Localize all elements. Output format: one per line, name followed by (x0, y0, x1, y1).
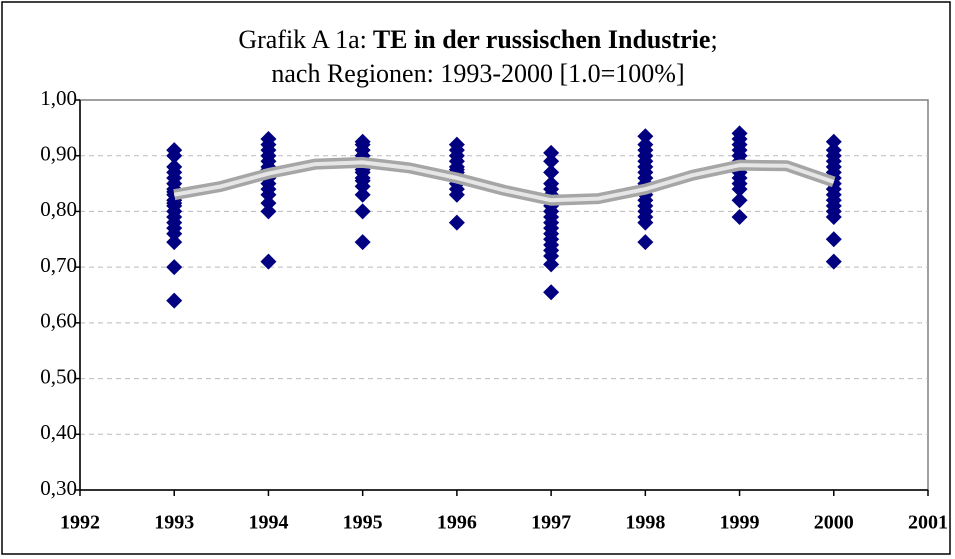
point (825, 231, 842, 248)
trend-line-highlight (173, 160, 835, 203)
y-tick-label: 0,60 (40, 309, 77, 333)
point (731, 125, 748, 142)
point (448, 136, 465, 153)
point (543, 284, 560, 301)
point (543, 153, 560, 170)
point (731, 209, 748, 225)
x-tick-label: 2000 (814, 512, 854, 534)
y-tick-label: 0,90 (40, 142, 77, 166)
point (354, 203, 371, 220)
point (260, 253, 277, 270)
chart-title: Grafik A 1a: TE in der russischen Industr… (238, 25, 717, 54)
point (448, 214, 465, 231)
x-tick-label: 1998 (625, 512, 665, 534)
point (260, 203, 277, 220)
y-tick-label: 0,50 (40, 364, 77, 388)
x-tick-label: 1993 (154, 512, 194, 534)
point (637, 234, 654, 251)
point (825, 253, 842, 270)
point (543, 175, 560, 192)
point (166, 158, 183, 175)
title-part: ; (710, 25, 717, 54)
y-tick-label: 0,80 (40, 197, 77, 221)
point (543, 164, 560, 181)
x-tick-label: 1994 (248, 512, 288, 534)
x-tick-label: 1996 (437, 512, 477, 534)
point (637, 136, 654, 153)
x-tick-label: 2001 (908, 512, 948, 534)
y-tick-label: 0,40 (40, 420, 77, 444)
point (260, 195, 277, 212)
point (825, 133, 842, 150)
chart-subtitle: nach Regionen: 1993-2000 [1.0=100%] (271, 59, 684, 88)
point (260, 131, 277, 147)
point (354, 186, 371, 203)
point (166, 292, 183, 309)
y-tick-label: 0,30 (40, 476, 77, 500)
x-tick-label: 1999 (720, 512, 760, 534)
y-tick-label: 1,00 (40, 86, 77, 110)
point (166, 234, 183, 251)
point (354, 234, 371, 251)
y-tick-label: 0,70 (40, 253, 77, 277)
point (166, 142, 183, 159)
point (731, 192, 748, 209)
x-tick-label: 1992 (60, 512, 100, 534)
title-part: TE in der russischen Industrie (373, 25, 711, 54)
point (543, 256, 560, 273)
plot-area (79, 99, 929, 491)
point (543, 144, 560, 161)
point (354, 133, 371, 150)
x-tick-label: 1997 (531, 512, 571, 534)
point (166, 259, 183, 276)
point (637, 128, 654, 145)
x-tick-label: 1995 (343, 512, 383, 534)
title-part: Grafik A 1a: (238, 25, 367, 54)
point (825, 142, 842, 159)
